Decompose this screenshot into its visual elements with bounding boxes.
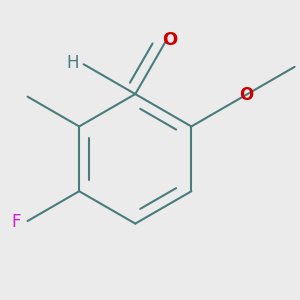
Text: O: O	[239, 86, 254, 104]
Text: F: F	[12, 213, 21, 231]
Text: H: H	[67, 54, 79, 72]
Text: O: O	[162, 31, 177, 49]
